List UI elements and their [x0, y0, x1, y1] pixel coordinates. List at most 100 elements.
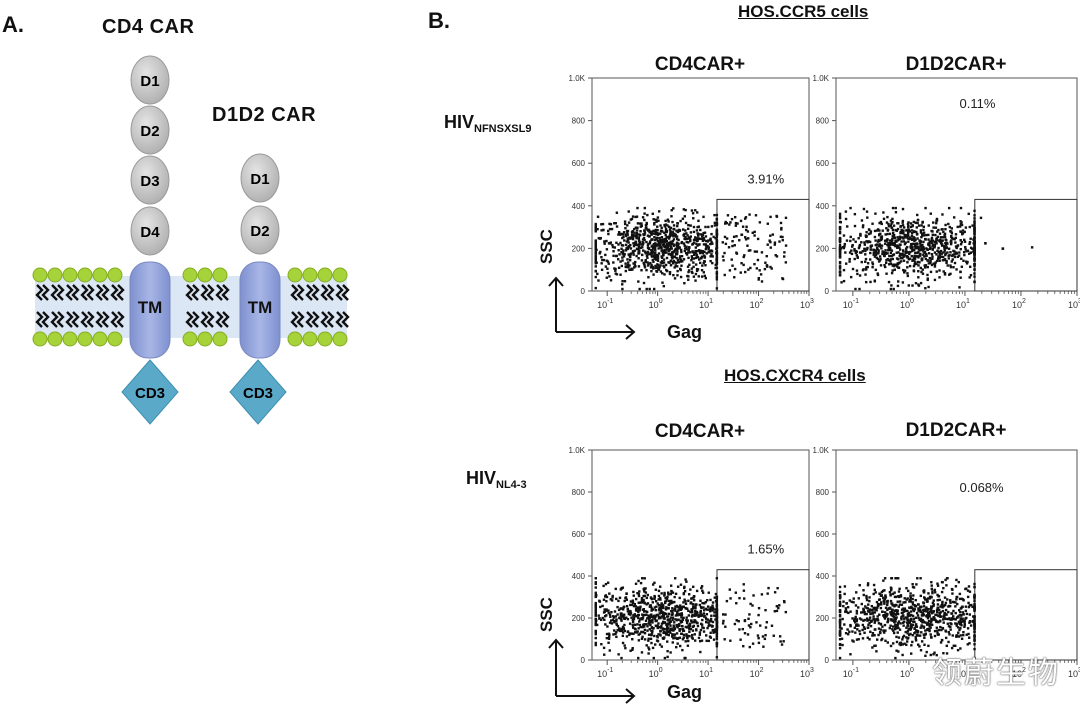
event-dot: [894, 595, 898, 599]
event-dot: [930, 610, 933, 613]
event-dot: [667, 627, 670, 630]
event-dot: [855, 269, 859, 272]
event-dot: [669, 651, 672, 654]
event-dot: [715, 620, 719, 624]
cd4-domain-d4-label: D4: [140, 224, 160, 241]
event-dot: [698, 251, 702, 255]
event-dot: [663, 248, 666, 252]
event-dot: [973, 599, 976, 603]
event-dot: [894, 656, 897, 660]
event-dot: [671, 231, 675, 234]
event-dot: [678, 623, 681, 626]
event-dot: [954, 245, 958, 248]
event-dot: [679, 255, 682, 258]
event-dot: [676, 250, 679, 253]
event-dot: [850, 600, 853, 604]
event-dot: [862, 207, 866, 211]
event-dot: [895, 246, 899, 249]
event-dot: [911, 583, 914, 586]
event-dot: [909, 652, 913, 655]
event-dot: [894, 239, 897, 242]
event-dot: [906, 261, 909, 264]
event-dot: [846, 628, 849, 631]
event-dot: [968, 276, 971, 279]
event-dot: [854, 615, 857, 619]
event-dot: [930, 619, 933, 622]
event-dot: [594, 269, 597, 273]
event-dot: [639, 581, 643, 585]
event-dot: [672, 238, 676, 241]
event-dot: [658, 643, 662, 646]
event-dot: [893, 236, 897, 239]
event-dot: [613, 222, 616, 225]
event-dot: [629, 243, 632, 247]
event-dot: [915, 245, 919, 248]
event-dot: [670, 215, 673, 218]
event-dot: [919, 577, 922, 580]
x-tick-label: 101: [956, 298, 970, 310]
event-dot: [606, 581, 610, 584]
event-dot: [838, 625, 842, 628]
event-dot: [715, 602, 719, 605]
event-dot: [603, 242, 606, 245]
event-dot: [889, 624, 892, 627]
event-dot: [955, 624, 958, 627]
event-dot: [702, 606, 705, 609]
event-dot: [903, 255, 906, 258]
event-dot: [715, 247, 719, 250]
event-dot: [905, 249, 908, 253]
event-dot: [897, 620, 901, 623]
event-dot: [657, 589, 661, 593]
gated-event-dot: [721, 622, 725, 625]
event-dot: [951, 634, 954, 637]
event-dot: [700, 614, 703, 617]
event-dot: [701, 591, 705, 594]
event-dot: [925, 252, 928, 256]
event-dot: [594, 636, 597, 640]
event-dot: [656, 254, 660, 258]
event-dot: [892, 642, 895, 645]
event-dot: [641, 240, 644, 244]
event-dot: [667, 612, 671, 616]
event-dot: [660, 615, 663, 618]
event-dot: [861, 628, 864, 632]
event-dot: [683, 237, 686, 240]
event-dot: [874, 251, 878, 254]
event-dot: [862, 589, 865, 592]
event-dot: [911, 614, 915, 618]
event-dot: [687, 599, 690, 602]
event-dot: [658, 236, 661, 240]
event-dot: [647, 276, 650, 279]
event-dot: [609, 598, 612, 601]
event-dot: [680, 613, 683, 616]
event-dot: [838, 248, 842, 252]
event-dot: [681, 648, 684, 652]
lipid-head: [332, 267, 348, 283]
lipid-head: [32, 331, 48, 347]
event-dot: [943, 615, 946, 618]
event-dot: [678, 636, 682, 639]
event-dot: [935, 239, 938, 242]
event-dot: [887, 222, 890, 226]
event-dot: [642, 594, 645, 598]
event-dot: [653, 221, 656, 225]
event-dot: [883, 613, 886, 617]
event-dot: [876, 615, 879, 618]
event-dot: [889, 644, 893, 648]
event-dot: [909, 623, 913, 626]
event-dot: [930, 587, 934, 591]
event-dot: [684, 251, 688, 255]
event-dot: [647, 639, 650, 642]
event-dot: [927, 262, 931, 265]
event-dot: [904, 241, 907, 244]
event-dot: [869, 248, 872, 251]
event-dot: [940, 244, 944, 247]
event-dot: [929, 240, 933, 243]
event-dot: [636, 606, 640, 609]
event-dot: [968, 613, 972, 616]
event-dot: [860, 260, 863, 264]
event-dot: [621, 641, 625, 645]
event-dot: [879, 606, 883, 610]
event-dot: [905, 640, 909, 643]
